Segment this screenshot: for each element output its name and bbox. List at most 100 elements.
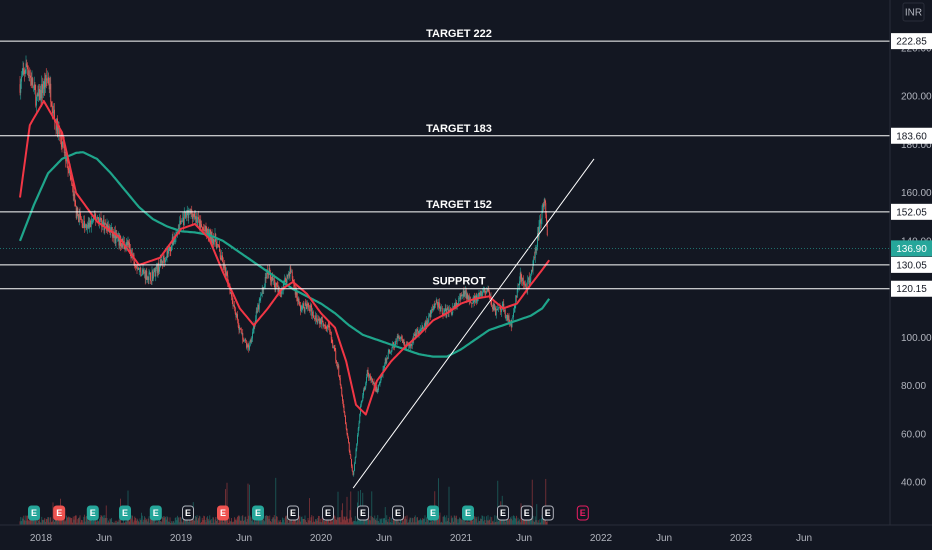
earnings-marker[interactable]: E xyxy=(149,505,162,521)
earnings-badge[interactable] xyxy=(541,505,554,521)
volume-bar xyxy=(203,515,205,525)
volume-bar xyxy=(227,519,229,525)
earnings-badge[interactable] xyxy=(322,505,334,521)
volume-bar xyxy=(291,521,293,525)
candle-body xyxy=(204,230,205,232)
volume-bar xyxy=(96,517,98,525)
level-price-box[interactable] xyxy=(891,256,932,273)
candle-body xyxy=(236,314,238,317)
earnings-marker[interactable]: E xyxy=(357,505,369,521)
earnings-badge[interactable] xyxy=(86,505,99,521)
candle-body xyxy=(439,307,441,312)
volume-bar xyxy=(180,517,182,525)
support-trendline[interactable] xyxy=(352,158,595,489)
candle-body xyxy=(69,168,70,174)
level-price-box[interactable] xyxy=(891,127,932,144)
candle-body xyxy=(181,221,183,222)
volume-bar xyxy=(79,515,81,525)
earnings-badge[interactable] xyxy=(53,505,66,521)
earnings-badge[interactable] xyxy=(287,505,299,521)
earnings-marker[interactable]: E xyxy=(119,505,131,521)
earnings-marker[interactable]: E xyxy=(86,505,99,521)
volume-bar xyxy=(40,522,42,525)
horizontal-levels[interactable]: TARGET 222 TARGET 183 TARGET 152 SUPPROT xyxy=(0,28,890,290)
candle-body xyxy=(237,314,238,320)
volume-bar xyxy=(100,515,102,525)
time-axis[interactable]: 2018 Jun 2019 Jun 2020 Jun 2021 Jun 2022 Jun 2023 J… xyxy=(0,524,932,550)
earnings-badge[interactable] xyxy=(462,505,474,521)
candle-body xyxy=(305,303,307,305)
earnings-badge[interactable] xyxy=(182,505,194,521)
candle-body xyxy=(485,291,487,293)
volume-bar xyxy=(296,522,298,525)
volume-bar xyxy=(51,522,52,525)
candle-body xyxy=(73,193,75,197)
candle-body xyxy=(363,389,365,391)
price-axis[interactable]: INR 40.0060.0080.00100.00120.00140.00160… xyxy=(889,0,932,525)
earnings-badge[interactable] xyxy=(28,505,40,521)
candle-body xyxy=(231,296,233,301)
earnings-badge[interactable] xyxy=(149,505,162,521)
earnings-marker[interactable]: E xyxy=(462,505,474,521)
earnings-marker[interactable]: E xyxy=(427,505,439,521)
currency-badge[interactable] xyxy=(902,2,925,22)
candle-body xyxy=(450,308,451,310)
candle-body xyxy=(157,262,159,273)
volume-bar xyxy=(240,520,242,525)
earnings-marker[interactable]: E xyxy=(322,505,334,521)
earnings-badge[interactable] xyxy=(119,505,131,521)
volume-bar xyxy=(106,518,108,525)
price-tick-label: 180.00 xyxy=(901,140,932,151)
volume-bar xyxy=(72,522,73,525)
volume-bar xyxy=(250,517,252,525)
earnings-badge[interactable] xyxy=(576,505,589,521)
candle-body xyxy=(36,93,38,97)
candle-body xyxy=(145,270,147,280)
earnings-badge[interactable] xyxy=(392,505,404,521)
candle-body xyxy=(229,287,231,294)
earnings-badge[interactable] xyxy=(357,505,369,521)
trendline-layer[interactable] xyxy=(352,158,595,489)
earnings-marker[interactable]: E xyxy=(217,505,229,521)
earnings-marker[interactable]: E xyxy=(541,505,554,521)
earnings-marker[interactable]: E xyxy=(520,505,533,521)
candle-body xyxy=(330,331,331,333)
level-price-box[interactable] xyxy=(891,33,932,50)
level-price-box[interactable] xyxy=(891,280,932,297)
earnings-marker[interactable]: E xyxy=(287,505,299,521)
level-price-box[interactable] xyxy=(891,203,932,220)
earnings-badge[interactable] xyxy=(217,505,229,521)
earnings-badge[interactable] xyxy=(520,505,533,521)
volume-bar xyxy=(110,519,112,525)
earnings-marker[interactable]: E xyxy=(576,505,589,521)
candle-body xyxy=(477,293,479,299)
candle-body xyxy=(466,293,468,299)
earnings-marker[interactable]: E xyxy=(182,505,194,521)
earnings-badge[interactable] xyxy=(252,505,264,521)
volume-bar xyxy=(42,519,43,525)
volume-bar xyxy=(281,522,283,525)
volume-bar xyxy=(75,515,77,525)
candle-body xyxy=(282,289,283,291)
candle-body xyxy=(398,337,400,339)
candle-body xyxy=(381,374,383,376)
volume-bar xyxy=(57,516,59,525)
volume-bar xyxy=(512,520,514,525)
volume-bar xyxy=(261,516,262,525)
earnings-marker[interactable]: E xyxy=(392,505,404,521)
earnings-marker[interactable]: E xyxy=(252,505,264,521)
candle-body xyxy=(138,267,139,270)
volume-bar xyxy=(168,521,169,525)
volume-bar xyxy=(482,515,484,525)
volume-bar xyxy=(453,521,454,525)
last-price-box[interactable] xyxy=(891,240,932,257)
earnings-marker[interactable]: E xyxy=(497,505,509,521)
volume-bar xyxy=(47,516,49,525)
earnings-marker[interactable]: E xyxy=(28,505,40,521)
earnings-badge[interactable] xyxy=(427,505,439,521)
candle-body xyxy=(390,351,391,353)
earnings-badge[interactable] xyxy=(497,505,509,521)
earnings-marker[interactable]: E xyxy=(53,505,66,521)
